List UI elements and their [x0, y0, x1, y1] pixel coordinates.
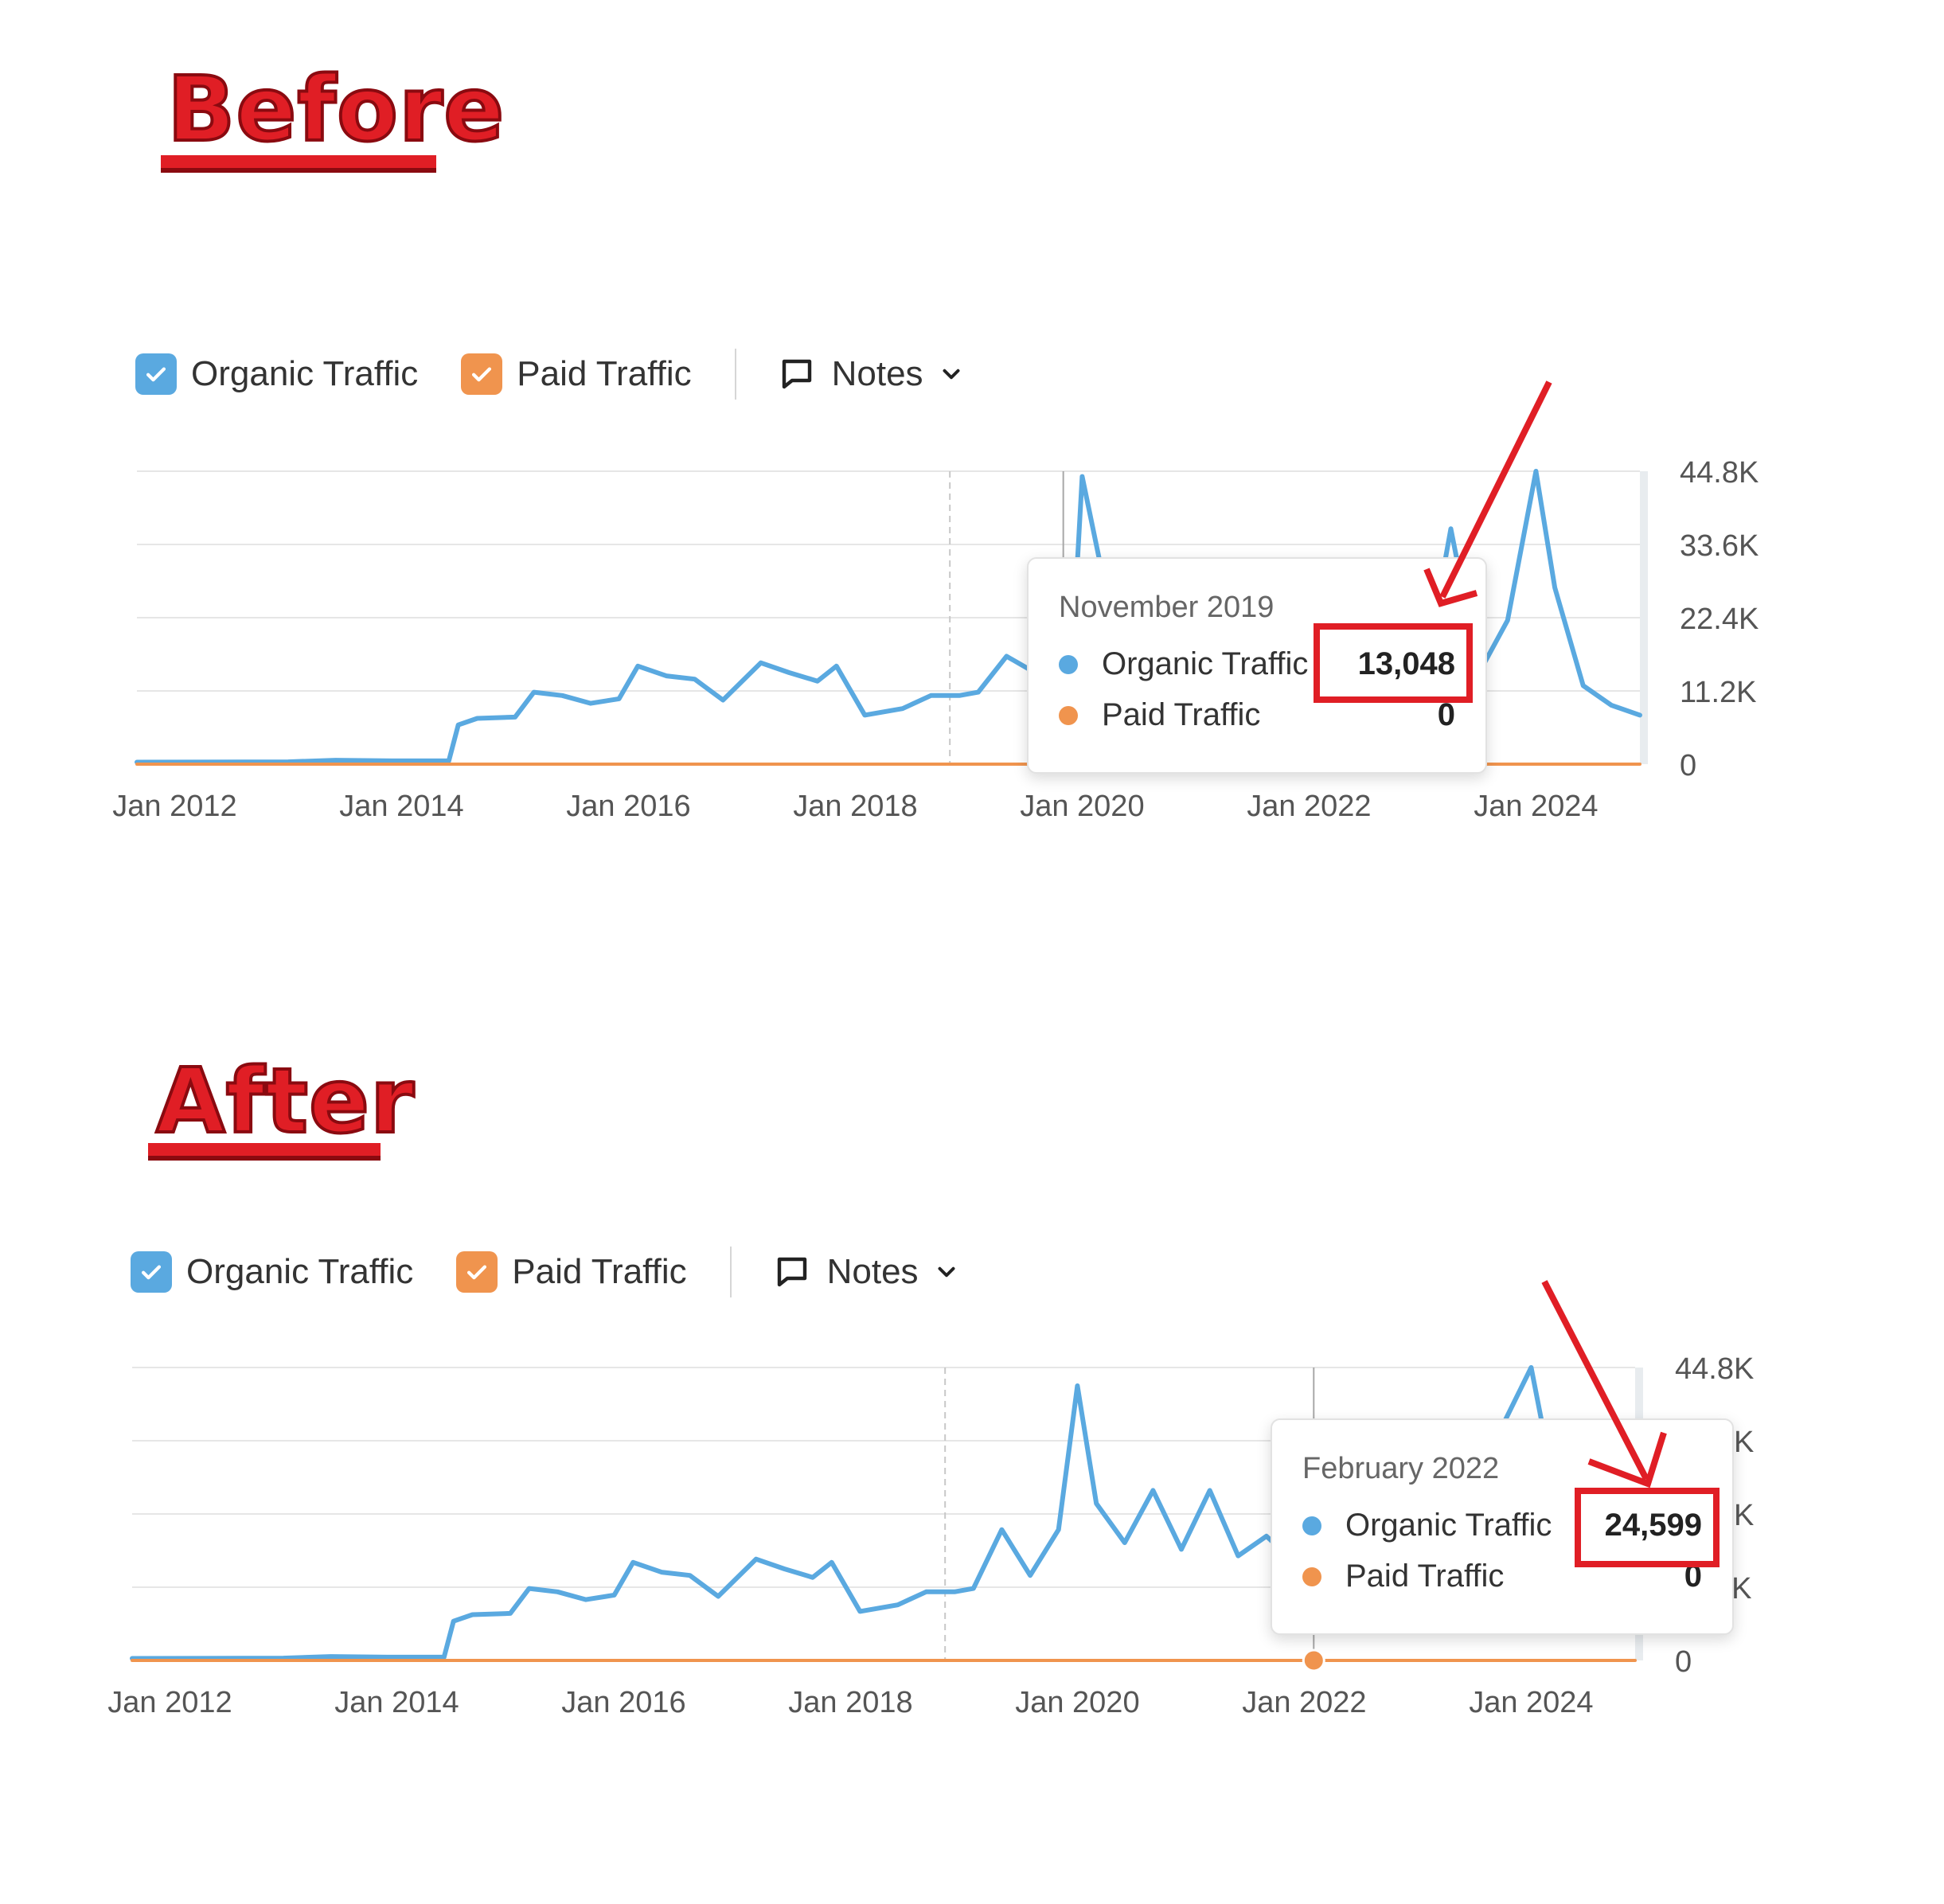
comment-icon — [782, 359, 811, 389]
paid-checkbox-icon[interactable] — [456, 1251, 498, 1293]
tooltip-paid-row: Paid Traffic — [1302, 1559, 1504, 1594]
tooltip-paid-label: Paid Traffic — [1102, 697, 1261, 732]
y-tick-label: 22.4K — [1680, 603, 1759, 636]
before-heading-underline — [161, 155, 436, 173]
organic-checkbox-icon[interactable] — [131, 1251, 172, 1293]
paid-legend-label: Paid Traffic — [512, 1252, 687, 1291]
comment-icon — [777, 1257, 806, 1287]
x-tick-label: Jan 2014 — [334, 1686, 459, 1719]
x-tick-label: Jan 2020 — [1015, 1686, 1139, 1719]
chart-legend: Organic Traffic Paid Traffic Notes — [135, 342, 965, 406]
x-tick-label: Jan 2012 — [112, 790, 236, 823]
tooltip-paid-value: 0 — [1437, 697, 1455, 732]
notes-dropdown[interactable]: Notes — [778, 354, 965, 394]
notes-dropdown[interactable]: Notes — [773, 1252, 960, 1292]
paid-legend-label: Paid Traffic — [517, 354, 692, 393]
after-panel: After Organic Traffic Paid Traffic Notes… — [0, 890, 1944, 1829]
notes-label: Notes — [831, 354, 923, 393]
organic-legend-label: Organic Traffic — [186, 1252, 414, 1291]
organic-dot-icon — [1302, 1516, 1321, 1535]
paid-hover-marker — [1302, 1648, 1325, 1672]
chart-legend: Organic Traffic Paid Traffic Notes — [131, 1240, 960, 1304]
annotation-arrow — [1423, 380, 1552, 607]
x-tick-label: Jan 2016 — [561, 1686, 685, 1719]
x-tick-label: Jan 2024 — [1474, 790, 1598, 823]
after-heading: After — [154, 1050, 416, 1153]
y-tick-label: 0 — [1675, 1645, 1692, 1679]
y-tick-label: 44.8K — [1680, 456, 1759, 490]
data-tooltip: November 2019 Organic Traffic 13,048 Pai… — [1027, 557, 1487, 774]
paid-dot-icon — [1302, 1567, 1321, 1586]
before-panel: Before Organic Traffic Paid Traffic Note… — [0, 0, 1944, 939]
chevron-down-icon — [943, 369, 960, 380]
tooltip-date: November 2019 — [1059, 591, 1275, 624]
tooltip-organic-value: 13,048 — [1357, 646, 1455, 681]
value-highlight-box — [1575, 1488, 1720, 1567]
x-tick-label: Jan 2022 — [1242, 1686, 1366, 1719]
annotation-arrow — [1541, 1280, 1667, 1488]
paid-dot-icon — [1059, 705, 1078, 725]
x-tick-label: Jan 2014 — [339, 790, 463, 823]
organic-checkbox-icon[interactable] — [135, 353, 177, 395]
legend-divider — [734, 349, 736, 400]
tooltip-paid-row: Paid Traffic — [1059, 697, 1260, 733]
tooltip-date: February 2022 — [1302, 1452, 1500, 1485]
x-tick-label: Jan 2016 — [566, 790, 690, 823]
x-tick-label: Jan 2018 — [788, 1686, 912, 1719]
plot-right-edge — [1640, 471, 1648, 764]
y-tick-label: 33.6K — [1680, 529, 1759, 563]
y-tick-label: 44.8K — [1675, 1352, 1754, 1386]
x-tick-label: Jan 2020 — [1020, 790, 1144, 823]
y-tick-label: 0 — [1680, 749, 1696, 782]
organic-legend-label: Organic Traffic — [191, 354, 419, 393]
x-tick-label: Jan 2012 — [107, 1686, 232, 1719]
legend-divider — [729, 1247, 732, 1297]
notes-label: Notes — [826, 1252, 919, 1291]
x-tick-label: Jan 2022 — [1247, 790, 1371, 823]
tooltip-organic-row: Organic Traffic — [1059, 646, 1308, 682]
x-tick-label: Jan 2018 — [793, 790, 917, 823]
organic-dot-icon — [1059, 654, 1078, 674]
legend-organic-toggle[interactable]: Organic Traffic — [131, 1251, 413, 1293]
legend-paid-toggle[interactable]: Paid Traffic — [456, 1251, 687, 1293]
x-tick-label: Jan 2024 — [1469, 1686, 1593, 1719]
paid-checkbox-icon[interactable] — [461, 353, 503, 395]
traffic-chart-before: 0 11.2K 22.4K 33.6K 44.8K Jan 2012 Jan 2014 Jan… — [112, 456, 1759, 823]
tooltip-organic-value: 24,599 — [1604, 1508, 1702, 1543]
before-heading: Before — [166, 58, 506, 162]
tooltip-paid-value: 0 — [1684, 1559, 1702, 1594]
chevron-down-icon — [938, 1266, 955, 1278]
tooltip-organic-label: Organic Traffic — [1102, 646, 1309, 681]
tooltip-organic-row: Organic Traffic — [1302, 1508, 1552, 1543]
after-heading-underline — [148, 1143, 381, 1161]
tooltip-organic-label: Organic Traffic — [1345, 1508, 1552, 1543]
legend-paid-toggle[interactable]: Paid Traffic — [461, 353, 692, 395]
legend-organic-toggle[interactable]: Organic Traffic — [135, 353, 418, 395]
tooltip-paid-label: Paid Traffic — [1345, 1559, 1505, 1594]
y-tick-label: 11.2K — [1680, 676, 1756, 709]
value-highlight-box — [1314, 623, 1473, 703]
